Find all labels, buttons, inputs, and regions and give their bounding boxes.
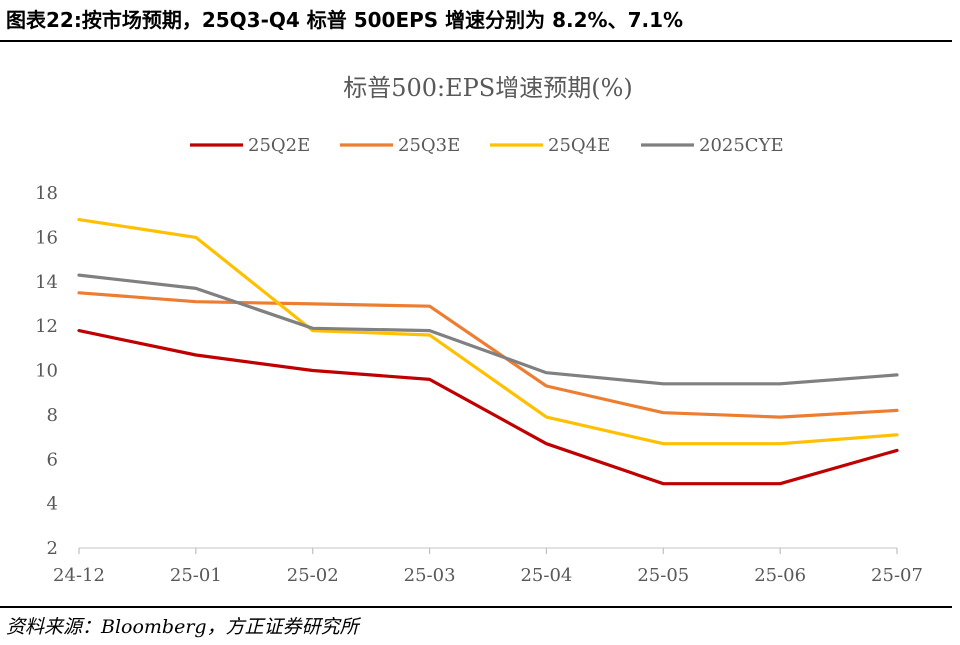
- series-line-25q2e: [77, 329, 899, 486]
- series-line-2025cye: [77, 273, 899, 386]
- chart-series: [77, 218, 899, 486]
- source-note: 资料来源：Bloomberg，方正证券研究所: [6, 616, 359, 638]
- y-tick-label: 8: [47, 405, 58, 426]
- y-tick-label: 6: [47, 449, 58, 470]
- y-tick-label: 4: [47, 494, 58, 515]
- chart-title: 标普500:EPS增速预期(%): [343, 74, 633, 102]
- x-tick-label: 25-06: [754, 565, 806, 586]
- x-tick-label: 25-04: [520, 565, 572, 586]
- legend-label: 25Q4E: [548, 135, 610, 156]
- bottom-rule: [0, 606, 952, 608]
- y-tick-label: 2: [47, 538, 58, 559]
- x-tick-label: 25-02: [287, 565, 339, 586]
- x-tick-label: 25-07: [871, 565, 923, 586]
- top-rule: [0, 40, 952, 42]
- series-line-25q3e: [77, 291, 899, 419]
- series-line-25q4e: [77, 218, 899, 446]
- legend-label: 25Q2E: [248, 135, 310, 156]
- y-tick-label: 14: [35, 272, 58, 293]
- figure-caption: 图表22:按市场预期，25Q3-Q4 标普 500EPS 增速分别为 8.2%、…: [6, 8, 684, 32]
- y-tick-label: 10: [35, 361, 58, 382]
- legend-label: 25Q3E: [398, 135, 460, 156]
- x-tick-label: 25-05: [637, 565, 689, 586]
- x-tick-label: 24-12: [53, 565, 105, 586]
- chart-axes: 24-12 25-01 25-02 25-03 25-04 25-05 25-06 25-07…: [35, 183, 923, 586]
- chart-legend: 25Q2E 25Q3E 25Q4E 2025CYE: [190, 135, 784, 156]
- x-tick-label: 25-01: [170, 565, 222, 586]
- y-tick-label: 18: [35, 183, 58, 204]
- y-tick-label: 12: [35, 316, 58, 337]
- x-tick-label: 25-03: [404, 565, 456, 586]
- y-tick-label: 16: [35, 227, 58, 248]
- legend-label: 2025CYE: [699, 135, 784, 156]
